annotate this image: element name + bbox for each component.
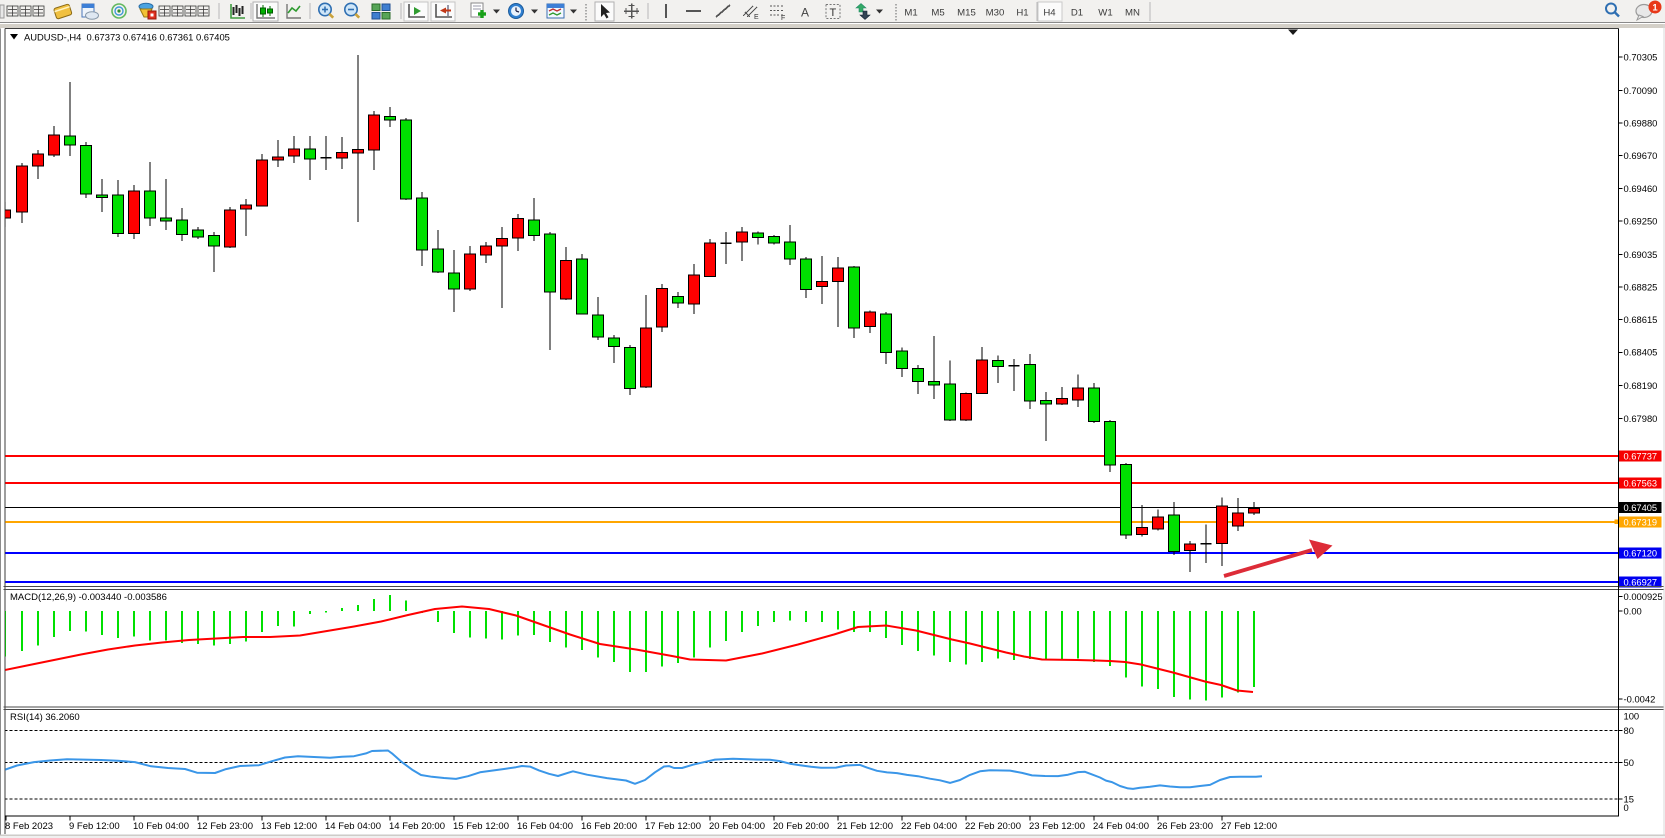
svg-text:0.000925: 0.000925 [1624, 591, 1663, 602]
svg-text:W1: W1 [1098, 7, 1112, 18]
svg-text:12 Feb 23:00: 12 Feb 23:00 [197, 821, 253, 832]
svg-text:M30: M30 [986, 7, 1005, 18]
svg-text:-0.0042: -0.0042 [1624, 693, 1656, 704]
svg-text:RSI(14) 36.2060: RSI(14) 36.2060 [10, 712, 80, 723]
svg-text:F: F [781, 15, 785, 22]
svg-text:0.66927: 0.66927 [1624, 577, 1658, 587]
svg-text:0: 0 [1624, 802, 1629, 813]
svg-text:0.00: 0.00 [1624, 605, 1642, 616]
svg-text:1: 1 [1652, 3, 1658, 14]
svg-text:13 Feb 12:00: 13 Feb 12:00 [261, 821, 317, 832]
svg-text:23 Feb 12:00: 23 Feb 12:00 [1029, 821, 1085, 832]
svg-text:0.67319: 0.67319 [1624, 517, 1658, 527]
svg-text:M1: M1 [904, 7, 917, 18]
svg-text:E: E [754, 14, 759, 21]
svg-text:H1: H1 [1016, 7, 1028, 18]
svg-text:0.69460: 0.69460 [1624, 183, 1658, 194]
svg-text:0.68825: 0.68825 [1624, 281, 1658, 292]
svg-text:22 Feb 04:00: 22 Feb 04:00 [901, 821, 957, 832]
svg-text:15 Feb 12:00: 15 Feb 12:00 [453, 821, 509, 832]
svg-text:20 Feb 04:00: 20 Feb 04:00 [709, 821, 765, 832]
svg-text:0.67737: 0.67737 [1624, 451, 1658, 461]
svg-text:0.70305: 0.70305 [1624, 51, 1658, 62]
svg-text:0.67120: 0.67120 [1624, 548, 1658, 558]
svg-text:M5: M5 [931, 7, 944, 18]
svg-text:80: 80 [1624, 725, 1634, 736]
svg-text:100: 100 [1624, 710, 1640, 721]
svg-text:0.69670: 0.69670 [1624, 150, 1658, 161]
svg-text:MACD(12,26,9) -0.003440 -0.003: MACD(12,26,9) -0.003440 -0.003586 [10, 592, 167, 603]
svg-text:10 Feb 04:00: 10 Feb 04:00 [133, 821, 189, 832]
svg-text:0.67563: 0.67563 [1624, 478, 1658, 488]
svg-text:14 Feb 04:00: 14 Feb 04:00 [325, 821, 381, 832]
svg-text:0.70090: 0.70090 [1624, 85, 1658, 96]
svg-text:26 Feb 23:00: 26 Feb 23:00 [1157, 821, 1213, 832]
svg-text:D1: D1 [1071, 7, 1083, 18]
svg-text:16 Feb 20:00: 16 Feb 20:00 [581, 821, 637, 832]
svg-text:21 Feb 12:00: 21 Feb 12:00 [837, 821, 893, 832]
svg-text:0.68190: 0.68190 [1624, 380, 1658, 391]
svg-text:17 Feb 12:00: 17 Feb 12:00 [645, 821, 701, 832]
svg-text:T: T [830, 7, 837, 19]
svg-text:H4: H4 [1043, 7, 1056, 18]
svg-text:16 Feb 04:00: 16 Feb 04:00 [517, 821, 573, 832]
svg-text:0.67980: 0.67980 [1624, 413, 1658, 424]
svg-text:A: A [801, 6, 809, 20]
svg-text:20 Feb 20:00: 20 Feb 20:00 [773, 821, 829, 832]
svg-text:0.69035: 0.69035 [1624, 249, 1658, 260]
svg-text:8 Feb 2023: 8 Feb 2023 [5, 821, 53, 832]
svg-text:0.69250: 0.69250 [1624, 215, 1658, 226]
svg-text:15: 15 [1624, 793, 1634, 804]
svg-text:0.68405: 0.68405 [1624, 347, 1658, 358]
svg-text:50: 50 [1624, 757, 1634, 768]
svg-text:0.69880: 0.69880 [1624, 118, 1658, 129]
svg-text:M15: M15 [957, 7, 976, 18]
svg-text:9 Feb 12:00: 9 Feb 12:00 [69, 821, 120, 832]
svg-text:22 Feb 20:00: 22 Feb 20:00 [965, 821, 1021, 832]
svg-text:MN: MN [1125, 7, 1140, 18]
svg-text:0.67405: 0.67405 [1624, 503, 1658, 513]
svg-text:0.68615: 0.68615 [1624, 314, 1658, 325]
svg-text:14 Feb 20:00: 14 Feb 20:00 [389, 821, 445, 832]
svg-text:AUDUSD-,H4 0.67373 0.67416 0.: AUDUSD-,H4 0.67373 0.67416 0.67361 0.674… [24, 32, 230, 43]
svg-text:24 Feb 04:00: 24 Feb 04:00 [1093, 821, 1149, 832]
svg-text:27 Feb 12:00: 27 Feb 12:00 [1221, 821, 1277, 832]
